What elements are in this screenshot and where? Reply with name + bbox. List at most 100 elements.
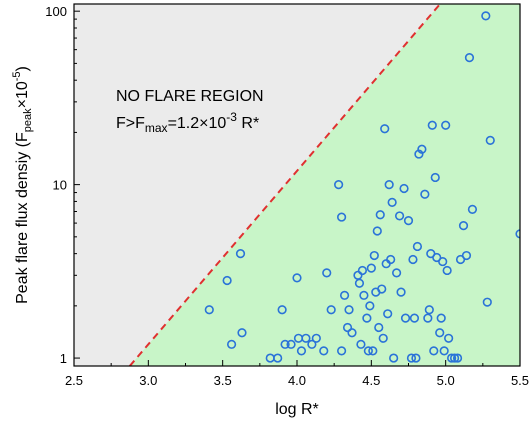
data-point <box>356 339 366 349</box>
flux-limit-formula: F>Fmax=1.2×10-3 R* <box>116 110 259 135</box>
data-point <box>406 353 417 363</box>
data-point <box>365 301 375 311</box>
y-tick-label: 100 <box>45 4 67 19</box>
data-point <box>319 346 329 356</box>
data-point <box>400 313 411 323</box>
data-point <box>464 52 475 63</box>
data-point <box>442 265 452 276</box>
data-point <box>403 216 414 226</box>
data-point <box>347 328 357 338</box>
y-axis-title-sub: peak <box>22 108 34 132</box>
data-point <box>429 346 439 356</box>
data-point <box>387 197 397 207</box>
data-point <box>438 256 448 267</box>
data-point <box>235 249 246 259</box>
data-point <box>449 353 460 363</box>
y-axis-title-main: Peak flare flux densiy (F <box>14 132 31 304</box>
formula-sub: max <box>145 121 168 135</box>
no-flare-region <box>74 4 441 366</box>
data-point <box>292 273 302 283</box>
data-point <box>436 313 446 323</box>
data-point <box>377 284 387 294</box>
data-point <box>396 287 406 297</box>
data-point <box>444 333 454 343</box>
y-axis-title-mid: ×10 <box>14 81 31 108</box>
data-point <box>344 305 354 315</box>
data-point <box>369 250 379 261</box>
data-point <box>424 305 434 315</box>
data-point <box>427 120 437 130</box>
data-point <box>368 346 378 356</box>
data-point <box>307 339 317 349</box>
data-point <box>277 305 287 315</box>
data-point <box>286 339 296 349</box>
data-point <box>342 322 353 333</box>
data-point <box>366 263 376 273</box>
x-axis: 2.5 3.0 3.5 4.0 4.5 5.0 5.5 <box>65 360 529 388</box>
data-point <box>362 313 372 323</box>
data-point <box>354 278 365 288</box>
data-point <box>357 265 368 276</box>
formula-prefix: F>F <box>116 115 145 132</box>
data-point <box>481 11 491 21</box>
data-point <box>458 221 469 231</box>
data-point <box>441 120 451 130</box>
data-point <box>408 254 418 265</box>
data-point <box>237 328 247 338</box>
y-axis-title-sup: -5 <box>11 71 23 81</box>
data-point <box>372 226 382 236</box>
no-flare-label: NO FLARE REGION <box>116 88 264 105</box>
data-point <box>375 210 385 220</box>
x-tick-label: 3.5 <box>214 373 232 388</box>
data-point <box>280 339 290 349</box>
data-point <box>222 275 232 286</box>
y-tick-label: 1 <box>60 351 67 366</box>
data-point <box>515 229 520 239</box>
data-point <box>359 290 369 300</box>
data-point <box>374 322 384 333</box>
data-point <box>447 353 457 363</box>
data-point <box>301 333 311 343</box>
data-point <box>417 144 427 154</box>
data-point <box>337 212 347 222</box>
x-tick-label: 5.5 <box>511 373 529 388</box>
data-point <box>411 353 421 363</box>
data-point <box>452 353 463 363</box>
data-point <box>430 172 440 183</box>
data-point <box>461 250 472 261</box>
data-point <box>311 333 321 343</box>
data-point <box>296 346 307 356</box>
data-point <box>384 180 394 190</box>
data-points <box>204 11 520 363</box>
y-axis-title: Peak flare flux densiy (Fpeak×10-5) <box>11 66 34 304</box>
x-tick-label: 4.0 <box>288 373 306 388</box>
data-point <box>339 290 350 300</box>
x-tick-label: 3.0 <box>139 373 157 388</box>
data-point <box>435 328 445 338</box>
data-point <box>485 135 495 145</box>
data-point <box>482 297 492 307</box>
x-tick-label: 2.5 <box>65 373 83 388</box>
formula-mid: =1.2×10 <box>168 115 227 132</box>
data-point <box>420 189 430 199</box>
x-tick-label: 4.5 <box>362 373 380 388</box>
data-point <box>399 183 409 194</box>
x-axis-title: log R* <box>275 401 319 418</box>
data-point <box>363 346 373 356</box>
data-point <box>439 346 449 356</box>
data-point <box>423 313 433 323</box>
flare-region <box>129 4 520 366</box>
data-point <box>326 305 336 315</box>
formula-sup: -3 <box>226 110 237 124</box>
data-point <box>378 333 388 343</box>
data-point <box>380 124 390 134</box>
data-point <box>383 309 393 319</box>
data-point <box>394 211 405 221</box>
formula-suffix: R* <box>237 115 259 132</box>
data-point <box>432 252 442 263</box>
y-axis-title-close: ) <box>14 66 31 71</box>
data-point <box>334 180 344 190</box>
data-point <box>337 346 347 356</box>
boundary-line <box>128 4 441 366</box>
